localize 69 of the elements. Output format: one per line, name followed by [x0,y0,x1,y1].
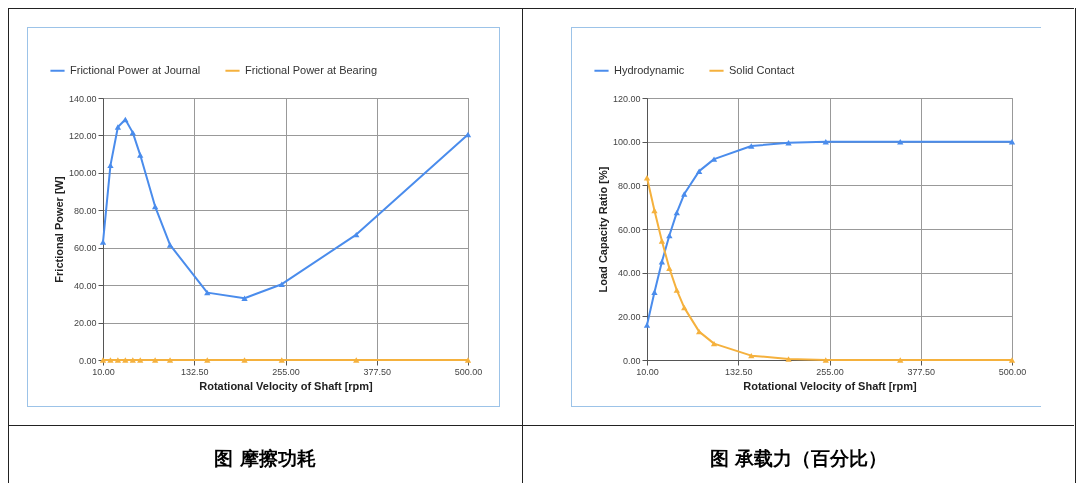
point [666,265,673,272]
point [166,357,174,363]
point [151,203,159,210]
x-axis-title: Rotational Velocity of Shaft [rpm] [199,379,374,392]
y-tick-label: 20.00 [617,311,641,322]
legend-label: Solid Contact [729,63,795,76]
point [107,162,114,169]
y-tick-label: 80.00 [617,180,641,191]
legend-label: Frictional Power at Bearing [245,63,378,76]
point [278,357,285,363]
x-tick-label: 132.50 [724,366,753,377]
point [129,357,136,363]
x-tick-label: 10.00 [636,366,659,377]
y-tick-label: 140.00 [68,93,97,104]
point [651,207,658,214]
point [695,168,703,174]
point [278,281,285,287]
point [137,357,144,363]
text: 图 承载力（百分比） [708,446,889,471]
y-axis-title: Load Capacity Ratio [%] [596,166,609,293]
x-tick-label: 255.00 [272,366,300,377]
point [353,357,360,363]
point [785,356,792,362]
y-tick-label: 60.00 [73,243,97,254]
x-tick-label: 377.50 [907,366,936,377]
point [137,152,144,158]
point [464,357,472,363]
y-tick-label: 0.00 [622,355,641,366]
point [122,357,129,363]
point [151,357,159,363]
point [204,357,211,363]
y-tick-label: 0.00 [78,355,97,366]
point [114,124,122,130]
point [651,289,658,296]
point [822,357,829,363]
point [673,287,680,293]
y-tick-label: 60.00 [617,224,641,235]
y-tick-label: 80.00 [73,205,97,216]
point [695,328,703,335]
y-tick-label: 100.00 [612,137,641,148]
y-tick-label: 120.00 [612,93,641,104]
x-axis-title: Rotational Velocity of Shaft [rpm] [743,379,918,392]
point [241,357,248,363]
x-tick-label: 377.50 [363,366,392,377]
point [897,357,904,363]
point [464,131,472,138]
point [114,357,122,363]
x-tick-label: 500.00 [454,366,483,377]
x-tick-label: 10.00 [92,366,115,377]
point [643,322,651,328]
point [241,295,248,301]
x-tick-label: 255.00 [816,366,844,377]
y-tick-label: 40.00 [617,268,641,279]
y-tick-label: 40.00 [73,280,97,291]
y-tick-label: 20.00 [73,318,97,329]
y-tick-label: 100.00 [68,168,97,179]
point [748,143,755,149]
y-tick-label: 120.00 [68,130,97,141]
text: 图 摩擦功耗 [213,446,317,471]
point [166,242,174,248]
x-tick-label: 500.00 [998,366,1027,377]
x-tick-label: 132.50 [180,366,209,377]
point [681,191,688,197]
y-axis-title: Frictional Power [W] [52,176,65,283]
point [99,239,107,245]
legend-label: Frictional Power at Journal [70,63,201,76]
point [658,238,666,244]
point [107,357,114,363]
legend-label: Hydrodynamic [614,63,685,76]
